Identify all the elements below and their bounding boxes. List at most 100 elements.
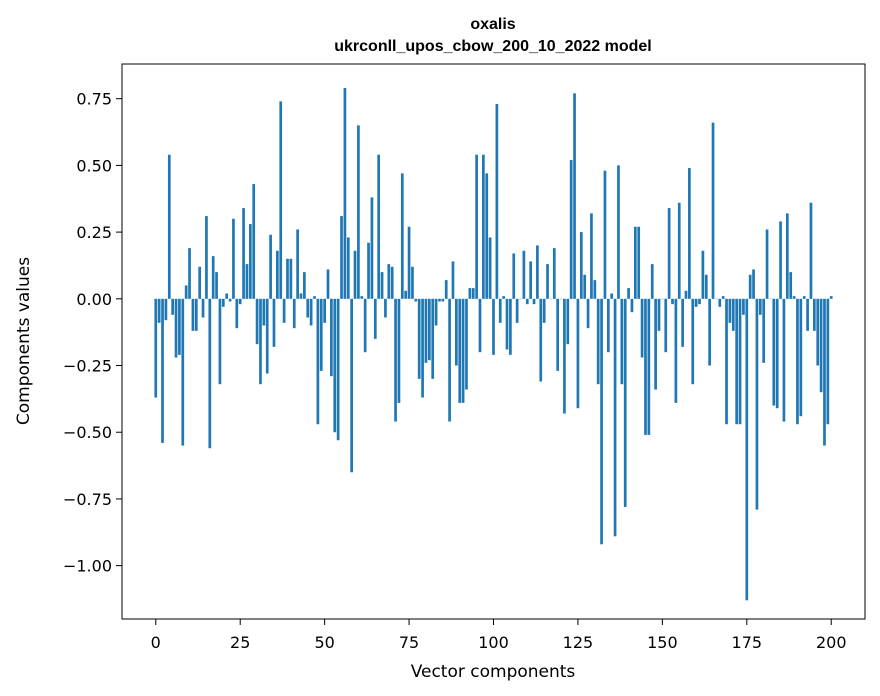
bar-2	[161, 298, 164, 443]
bar-0	[154, 298, 158, 398]
bar-167	[718, 298, 722, 307]
bar-18	[215, 272, 218, 299]
bar-24	[235, 298, 239, 329]
bar-154	[674, 298, 678, 403]
bar-177	[752, 269, 755, 299]
bar-17	[211, 256, 215, 299]
bar-21	[225, 293, 229, 299]
bar-14	[201, 298, 205, 318]
bar-158	[688, 168, 691, 299]
bar-162	[701, 250, 705, 299]
bar-44	[303, 272, 306, 299]
bar-45	[306, 298, 310, 318]
bar-96	[478, 298, 482, 353]
bar-43	[299, 293, 303, 299]
bar-115	[542, 298, 546, 323]
bar-169	[725, 298, 728, 425]
bar-178	[755, 298, 759, 510]
bar-38	[282, 298, 286, 323]
bar-61	[360, 296, 364, 299]
bar-63	[367, 242, 370, 299]
bar-101	[495, 104, 499, 299]
bar-67	[380, 272, 384, 299]
bar-153	[671, 298, 674, 305]
bar-97	[482, 154, 485, 299]
x-tick-label: 75	[399, 633, 419, 652]
bar-128	[586, 298, 590, 329]
bar-75	[407, 226, 411, 299]
bar-152	[667, 208, 671, 299]
bar-165	[711, 122, 715, 299]
bar-125	[576, 298, 580, 409]
bar-78	[417, 298, 421, 379]
bar-144	[640, 298, 644, 358]
bar-70	[390, 266, 394, 299]
bar-85	[441, 298, 445, 302]
bar-130	[593, 280, 597, 299]
bar-122	[566, 298, 570, 345]
bar-30	[255, 298, 259, 345]
bar-91	[461, 298, 465, 403]
bar-106	[512, 253, 516, 299]
x-tick-label: 175	[732, 633, 763, 652]
bar-83	[434, 298, 438, 326]
bar-159	[691, 298, 695, 385]
bar-81	[427, 298, 431, 361]
bar-180	[762, 298, 766, 363]
bar-123	[569, 160, 573, 299]
bar-25	[238, 298, 242, 305]
bar-56	[343, 88, 347, 299]
bar-74	[404, 290, 408, 299]
bar-148	[654, 298, 657, 390]
bar-104	[505, 298, 509, 350]
bar-195	[812, 298, 816, 331]
bar-27	[245, 264, 249, 299]
bar-73	[400, 173, 404, 299]
bar-92	[465, 298, 468, 390]
bar-119	[556, 298, 560, 371]
bar-79	[421, 298, 424, 398]
bar-53	[333, 298, 337, 433]
bar-33	[265, 298, 269, 374]
bar-191	[799, 298, 803, 417]
bar-110	[525, 298, 529, 305]
bar-163	[704, 274, 708, 299]
bar-88	[451, 261, 455, 299]
bar-184	[775, 298, 779, 409]
bar-69	[387, 264, 391, 299]
bar-174	[742, 298, 745, 315]
bar-132	[600, 298, 603, 545]
x-tick-label: 100	[478, 633, 509, 652]
bar-145	[644, 298, 647, 435]
bar-161	[698, 298, 701, 305]
x-tick-label: 125	[563, 633, 594, 652]
bar-7	[178, 298, 181, 355]
bar-59	[353, 250, 357, 299]
bar-149	[657, 298, 661, 331]
bar-126	[579, 232, 583, 299]
bar-114	[539, 298, 543, 382]
x-tick-label: 25	[230, 633, 250, 652]
bar-42	[296, 229, 299, 299]
bar-181	[765, 229, 769, 299]
bar-37	[279, 101, 283, 299]
bar-197	[819, 298, 823, 393]
bar-131	[596, 298, 600, 385]
bar-28	[248, 224, 252, 299]
bar-82	[431, 298, 435, 379]
bar-193	[806, 298, 809, 331]
bar-89	[455, 298, 458, 366]
bar-103	[502, 296, 505, 299]
bar-15	[205, 216, 208, 299]
bar-87	[448, 298, 451, 422]
x-tick-label: 0	[151, 633, 161, 652]
bar-147	[650, 264, 654, 299]
bar-46	[309, 298, 313, 326]
bar-52	[330, 298, 333, 377]
bar-22	[228, 298, 232, 302]
bar-111	[529, 261, 532, 299]
bar-16	[208, 298, 212, 449]
bar-58	[350, 298, 353, 473]
bar-189	[792, 296, 796, 299]
bar-185	[779, 221, 782, 299]
